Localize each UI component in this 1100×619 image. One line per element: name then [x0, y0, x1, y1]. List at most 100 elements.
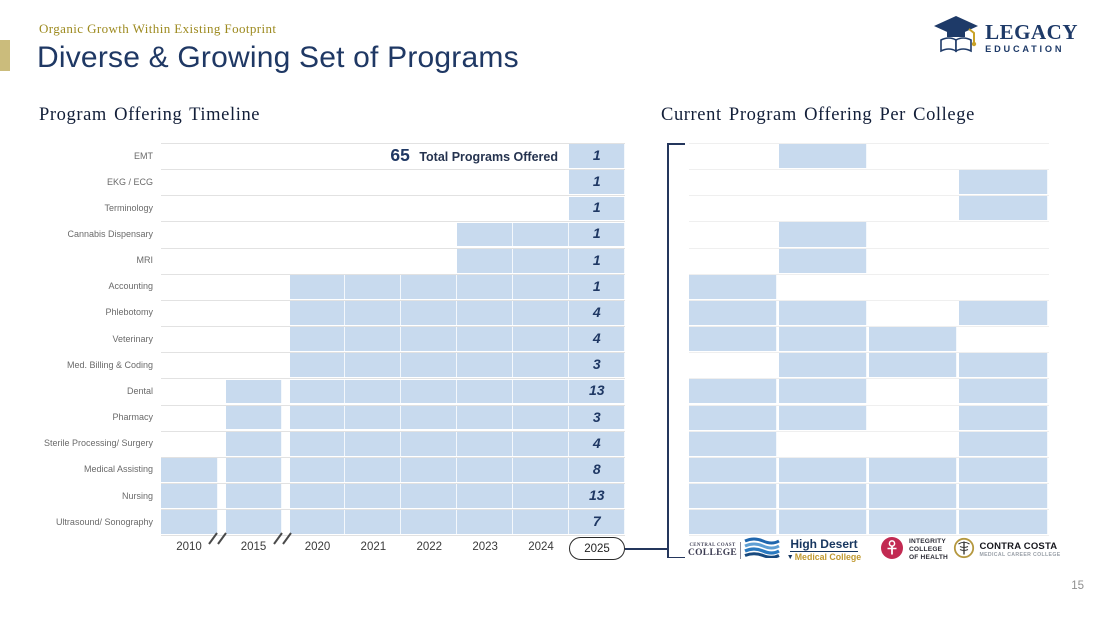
high-desert-medical-college-logo: High Desert ▼ Medical College: [786, 536, 862, 563]
x-axis-tick: 2023: [472, 541, 498, 553]
timeline-bar-cell: [225, 458, 282, 482]
program-count: 1: [592, 251, 601, 268]
matrix-cell: [959, 457, 1048, 482]
timeline-bar-cell: [513, 222, 569, 247]
matrix-cell: [778, 144, 868, 169]
program-count: 1: [592, 225, 601, 242]
program-label: Sterile Processing/ Surgery: [43, 438, 153, 449]
timeline-bar-cell: [457, 379, 514, 404]
program-count: 4: [592, 330, 601, 347]
program-count: 1: [592, 173, 601, 190]
gridline: [160, 195, 625, 197]
gridline: [688, 404, 1050, 406]
timeline-bar-cell: [513, 353, 569, 378]
timeline-bar-cell: [568, 431, 625, 456]
timeline-bar-cell: [457, 484, 514, 508]
program-label: Pharmacy: [112, 412, 153, 423]
gridline: [160, 378, 625, 380]
matrix-cell: [688, 457, 778, 482]
timeline-bar-cell: [457, 274, 514, 299]
gridline: [160, 143, 625, 144]
timeline-bar-cell: [457, 353, 514, 378]
timeline-bar-cell: [289, 431, 346, 456]
matrix-cell: [688, 274, 778, 299]
caduceus-icon: ▼: [786, 554, 794, 562]
page-number: 15: [1071, 580, 1084, 592]
brand-name: LEGACY: [985, 19, 1078, 44]
timeline-bar-cell: [568, 405, 625, 430]
gridline: [688, 482, 1050, 484]
matrix-cell: [959, 431, 1048, 456]
graduation-cap-icon: [933, 15, 979, 60]
axis-break-icon: [271, 531, 297, 551]
timeline-bar-cell: [345, 301, 402, 325]
timeline-bar-cell: [160, 458, 218, 482]
matrix-cell: [688, 300, 778, 326]
program-count: 13: [589, 382, 605, 399]
timeline-bar-cell: [568, 510, 625, 535]
timeline-bar-cell: [568, 222, 625, 247]
timeline-bar-cell: [289, 458, 346, 482]
timeline-bar-cell: [401, 510, 458, 535]
timeline-bar-cell: [568, 353, 625, 378]
timeline-bar-cell: [568, 484, 625, 508]
program-label: EMT: [134, 150, 153, 161]
matrix-cell: [778, 379, 868, 404]
timeline-bar-cell: [401, 458, 458, 482]
timeline-bar-cell: [513, 431, 569, 456]
matrix-cell: [688, 405, 778, 430]
timeline-bar-cell: [289, 327, 346, 351]
gridline: [160, 509, 625, 511]
timeline-bar-cell: [457, 222, 514, 247]
gridline: [160, 169, 625, 171]
timeline-bar-cell: [401, 405, 458, 430]
gridline: [688, 509, 1050, 511]
x-axis-tick: 2022: [416, 541, 443, 553]
timeline-bar-cell: [160, 510, 218, 535]
timeline-bar-cell: [513, 248, 569, 273]
timeline-bar-cell: [568, 274, 625, 299]
timeline-bar-cell: [513, 458, 569, 482]
timeline-bar-cell: [568, 196, 625, 221]
program-label: EKG / ECG: [106, 176, 153, 187]
program-count: 3: [592, 408, 601, 425]
matrix-cell: [778, 222, 868, 247]
matrix-cell: [688, 510, 778, 535]
timeline-bar-cell: [289, 301, 346, 325]
connector-line: [625, 548, 668, 550]
gridline: [160, 535, 625, 537]
matrix-cell: [778, 300, 868, 326]
slide-eyebrow: Organic Growth Within Existing Footprint: [39, 21, 277, 36]
timeline-bar-cell: [457, 431, 514, 456]
program-label: Accounting: [108, 281, 153, 292]
matrix-cell: [778, 483, 868, 509]
program-label: Ultrasound/ Sonography: [55, 516, 153, 527]
total-programs-number: 65: [390, 145, 410, 165]
timeline-bar-cell: [401, 327, 458, 351]
gridline: [688, 378, 1050, 380]
program-count: 1: [592, 199, 601, 216]
contra-costa-text: CONTRA COSTA: [979, 540, 1058, 552]
matrix-cell: [959, 483, 1048, 509]
program-label: Nursing: [121, 490, 153, 501]
x-axis-tick: 2021: [360, 541, 387, 553]
program-label: Dental: [126, 385, 153, 396]
program-count: 1: [592, 147, 601, 163]
timeline-bar-cell: [568, 327, 625, 351]
matrix-cell: [959, 510, 1048, 535]
timeline-bar-cell: [289, 484, 346, 508]
gridline: [160, 247, 625, 249]
timeline-bar-cell: [457, 301, 514, 325]
program-count: 8: [592, 460, 601, 477]
program-count: 3: [592, 356, 601, 373]
timeline-bar-cell: [513, 301, 569, 325]
gridline: [688, 352, 1050, 354]
timeline-bar-cell: [513, 327, 569, 351]
timeline-bar-cell: [401, 431, 458, 456]
high-desert-text: High Desert: [790, 536, 858, 552]
matrix-cell: [778, 248, 868, 273]
x-axis-tick: 2010: [176, 541, 202, 553]
timeline-bar-cell: [513, 405, 569, 430]
matrix-cell: [688, 327, 778, 352]
legacy-education-logo: LEGACY EDUCATION: [933, 15, 1078, 60]
